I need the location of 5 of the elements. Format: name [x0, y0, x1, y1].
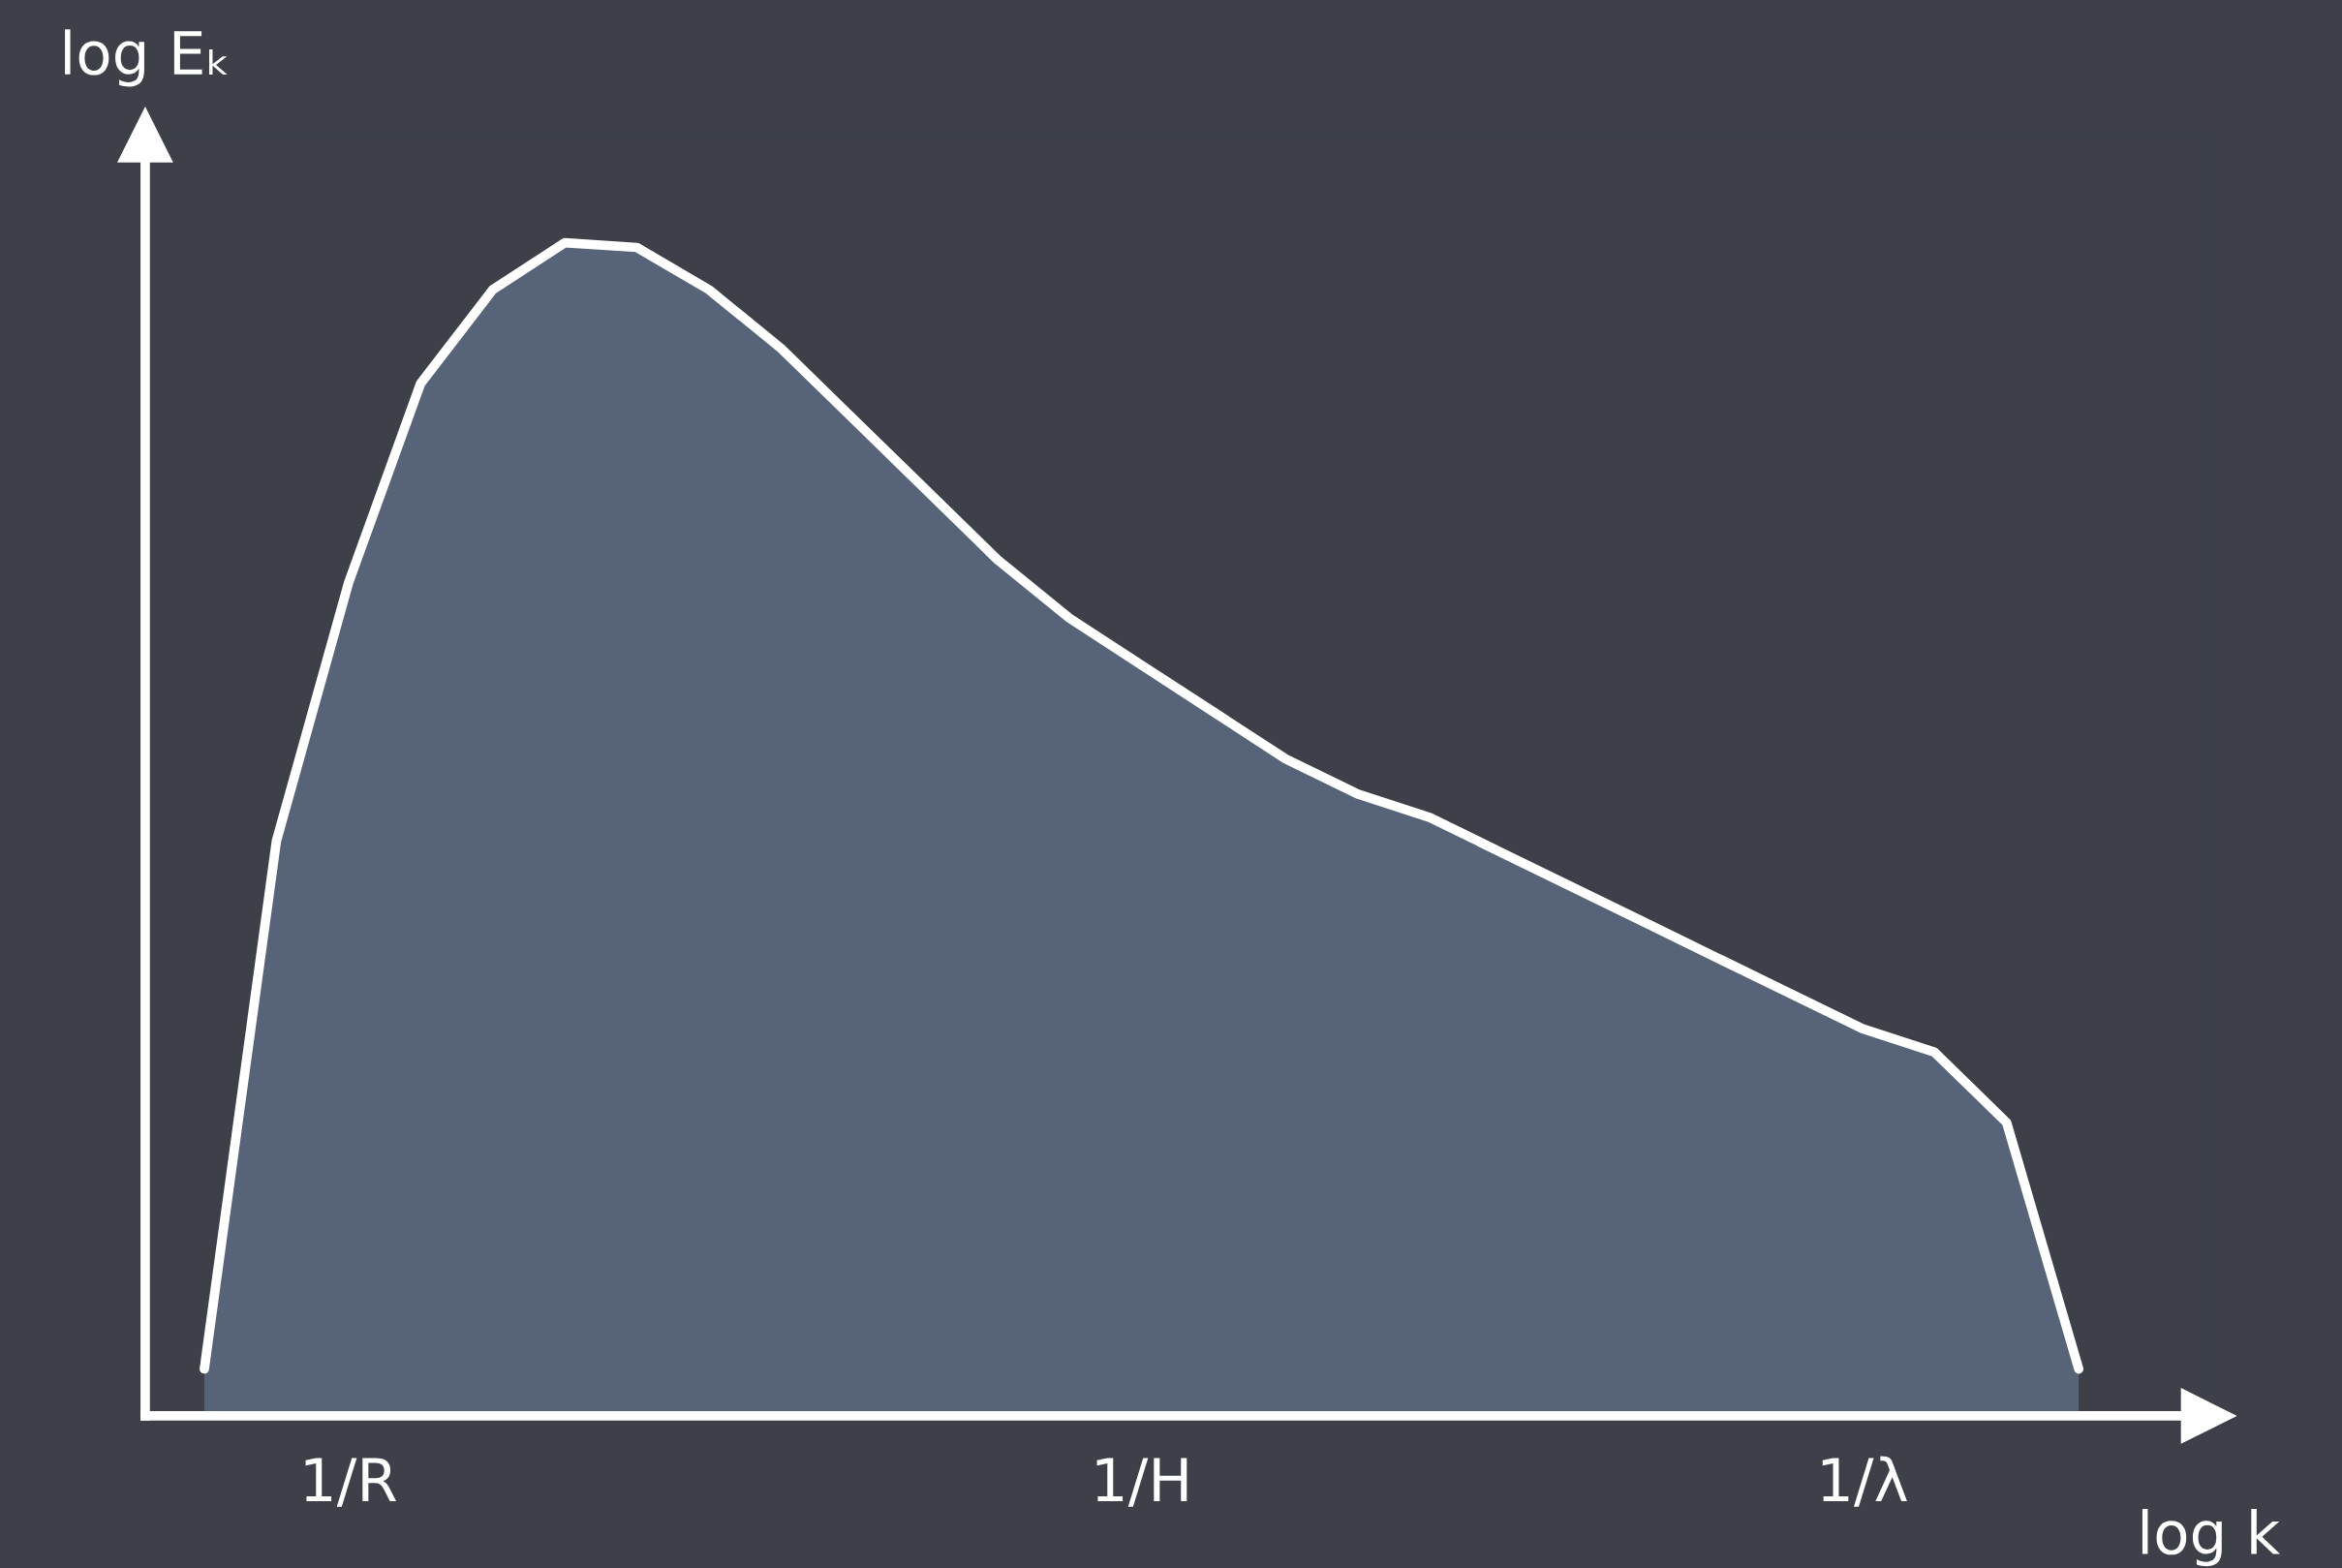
x-tick-label: 1/H: [1096, 1458, 1187, 1507]
x-axis-title: log k: [2142, 1509, 2280, 1567]
y-axis-title: log Eₖ: [65, 29, 228, 87]
x-tick-label: 1/λ: [1822, 1456, 1907, 1507]
x-tick-label: 1/R: [305, 1458, 397, 1507]
